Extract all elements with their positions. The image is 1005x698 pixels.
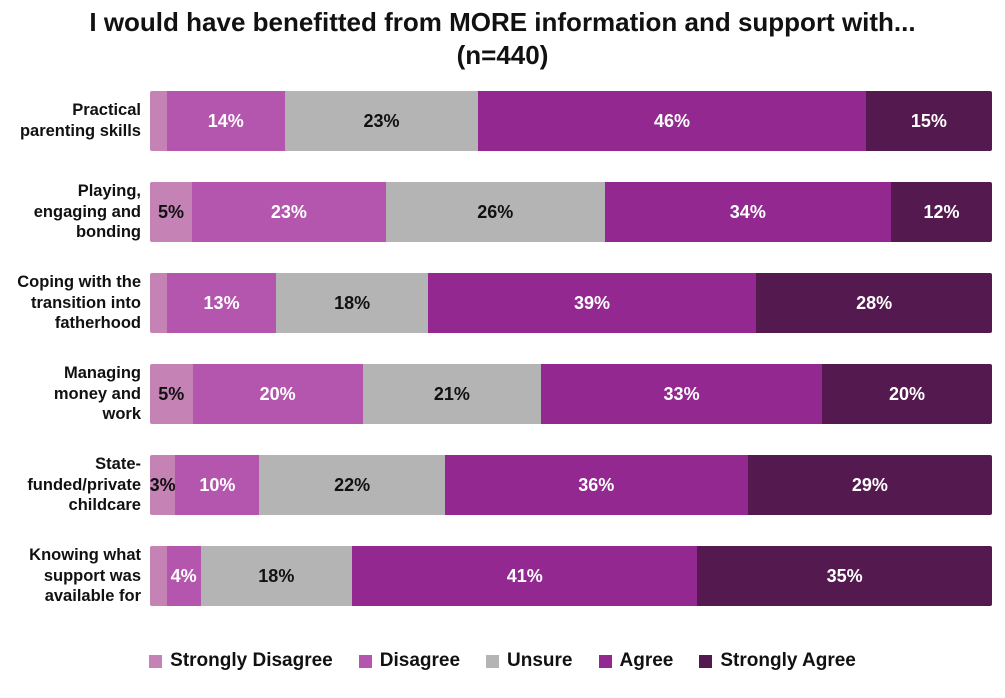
- legend-item-agree: Agree: [598, 650, 674, 672]
- bar-segment-agree: 39%: [427, 273, 757, 333]
- legend-label: Agree: [619, 650, 674, 671]
- legend-label: Strongly Agree: [720, 650, 856, 671]
- bar-segment-strongly-disagree: [150, 273, 167, 333]
- bar-row: Practical parenting skills 14% 23% 46% 15%: [0, 91, 992, 151]
- legend-label: Disagree: [379, 650, 461, 671]
- bar-row: Coping with the transition into fatherho…: [0, 273, 992, 333]
- stacked-bar: 4% 18% 41% 35%: [150, 546, 992, 606]
- bar-segment-strongly-disagree: 5%: [150, 182, 193, 242]
- bar-segment-disagree: 13%: [166, 273, 277, 333]
- category-label: Knowing what support was available for: [29, 546, 141, 606]
- bar-segment-unsure: 18%: [200, 546, 353, 606]
- bar-segment-strongly-disagree: 5%: [150, 364, 193, 424]
- legend-item-disagree: Disagree: [358, 650, 461, 672]
- title-block: I would have benefitted from MORE inform…: [0, 0, 1005, 71]
- legend-swatch-icon: [598, 654, 612, 668]
- legend: Strongly Disagree Disagree Unsure Agree Stro…: [0, 650, 1005, 672]
- bar-segment-disagree: 14%: [166, 91, 285, 151]
- bar-segment-strongly-disagree: 3%: [150, 455, 176, 515]
- legend-item-strongly-disagree: Strongly Disagree: [149, 650, 333, 672]
- bar-segment-strongly-agree: 15%: [865, 91, 992, 151]
- bar-segment-strongly-agree: 29%: [747, 455, 992, 515]
- legend-swatch-icon: [699, 654, 713, 668]
- legend-item-unsure: Unsure: [486, 650, 573, 672]
- bar-rows: Practical parenting skills 14% 23% 46% 15% Pl…: [0, 91, 1005, 606]
- bar-segment-agree: 41%: [352, 546, 698, 606]
- bar-segment-strongly-agree: 12%: [890, 182, 992, 242]
- chart-title: I would have benefitted from MORE inform…: [89, 7, 916, 37]
- bar-segment-agree: 36%: [444, 455, 748, 515]
- bar-segment-unsure: 22%: [259, 455, 445, 515]
- stacked-bar: 5% 20% 21% 33% 20%: [150, 364, 992, 424]
- legend-swatch-icon: [486, 654, 500, 668]
- legend-label: Unsure: [507, 650, 573, 671]
- bar-segment-strongly-agree: 20%: [821, 364, 992, 424]
- bar-segment-strongly-disagree: [150, 546, 167, 606]
- bar-segment-strongly-agree: 28%: [756, 273, 992, 333]
- bar-row: Playing, engaging and bonding 5% 23% 26% 34%…: [0, 182, 992, 242]
- bar-segment-agree: 46%: [478, 91, 866, 151]
- bar-segment-agree: 33%: [541, 364, 822, 424]
- bar-segment-disagree: 4%: [166, 546, 201, 606]
- chart-subtitle: (n=440): [456, 39, 549, 70]
- category-label: Coping with the transition into fatherho…: [17, 273, 141, 333]
- legend-item-strongly-agree: Strongly Agree: [699, 650, 856, 672]
- stacked-bar: 3% 10% 22% 36% 29%: [150, 455, 992, 515]
- category-label: State- funded/private childcare: [27, 455, 141, 515]
- stacked-bar: 14% 23% 46% 15%: [150, 91, 992, 151]
- bar-segment-agree: 34%: [604, 182, 891, 242]
- stacked-bar: 13% 18% 39% 28%: [150, 273, 992, 333]
- bar-segment-unsure: 26%: [385, 182, 605, 242]
- category-label: Practical parenting skills: [19, 101, 141, 140]
- bar-segment-unsure: 21%: [362, 364, 542, 424]
- bar-segment-unsure: 23%: [284, 91, 479, 151]
- bar-segment-strongly-agree: 35%: [697, 546, 992, 606]
- bar-row: State- funded/private childcare 3% 10% 22% 3…: [0, 455, 992, 515]
- bar-segment-unsure: 18%: [276, 273, 428, 333]
- bar-row: Knowing what support was available for 4%…: [0, 546, 992, 606]
- category-label: Playing, engaging and bonding: [33, 182, 141, 242]
- category-label: Managing money and work: [53, 364, 141, 424]
- bar-segment-disagree: 10%: [175, 455, 260, 515]
- legend-swatch-icon: [358, 654, 372, 668]
- bar-segment-disagree: 23%: [192, 182, 386, 242]
- bar-segment-disagree: 20%: [192, 364, 363, 424]
- legend-label: Strongly Disagree: [170, 650, 333, 671]
- legend-swatch-icon: [149, 654, 163, 668]
- bar-row: Managing money and work 5% 20% 21% 33% 20%: [0, 364, 992, 424]
- stacked-bar: 5% 23% 26% 34% 12%: [150, 182, 992, 242]
- bar-segment-strongly-disagree: [150, 91, 167, 151]
